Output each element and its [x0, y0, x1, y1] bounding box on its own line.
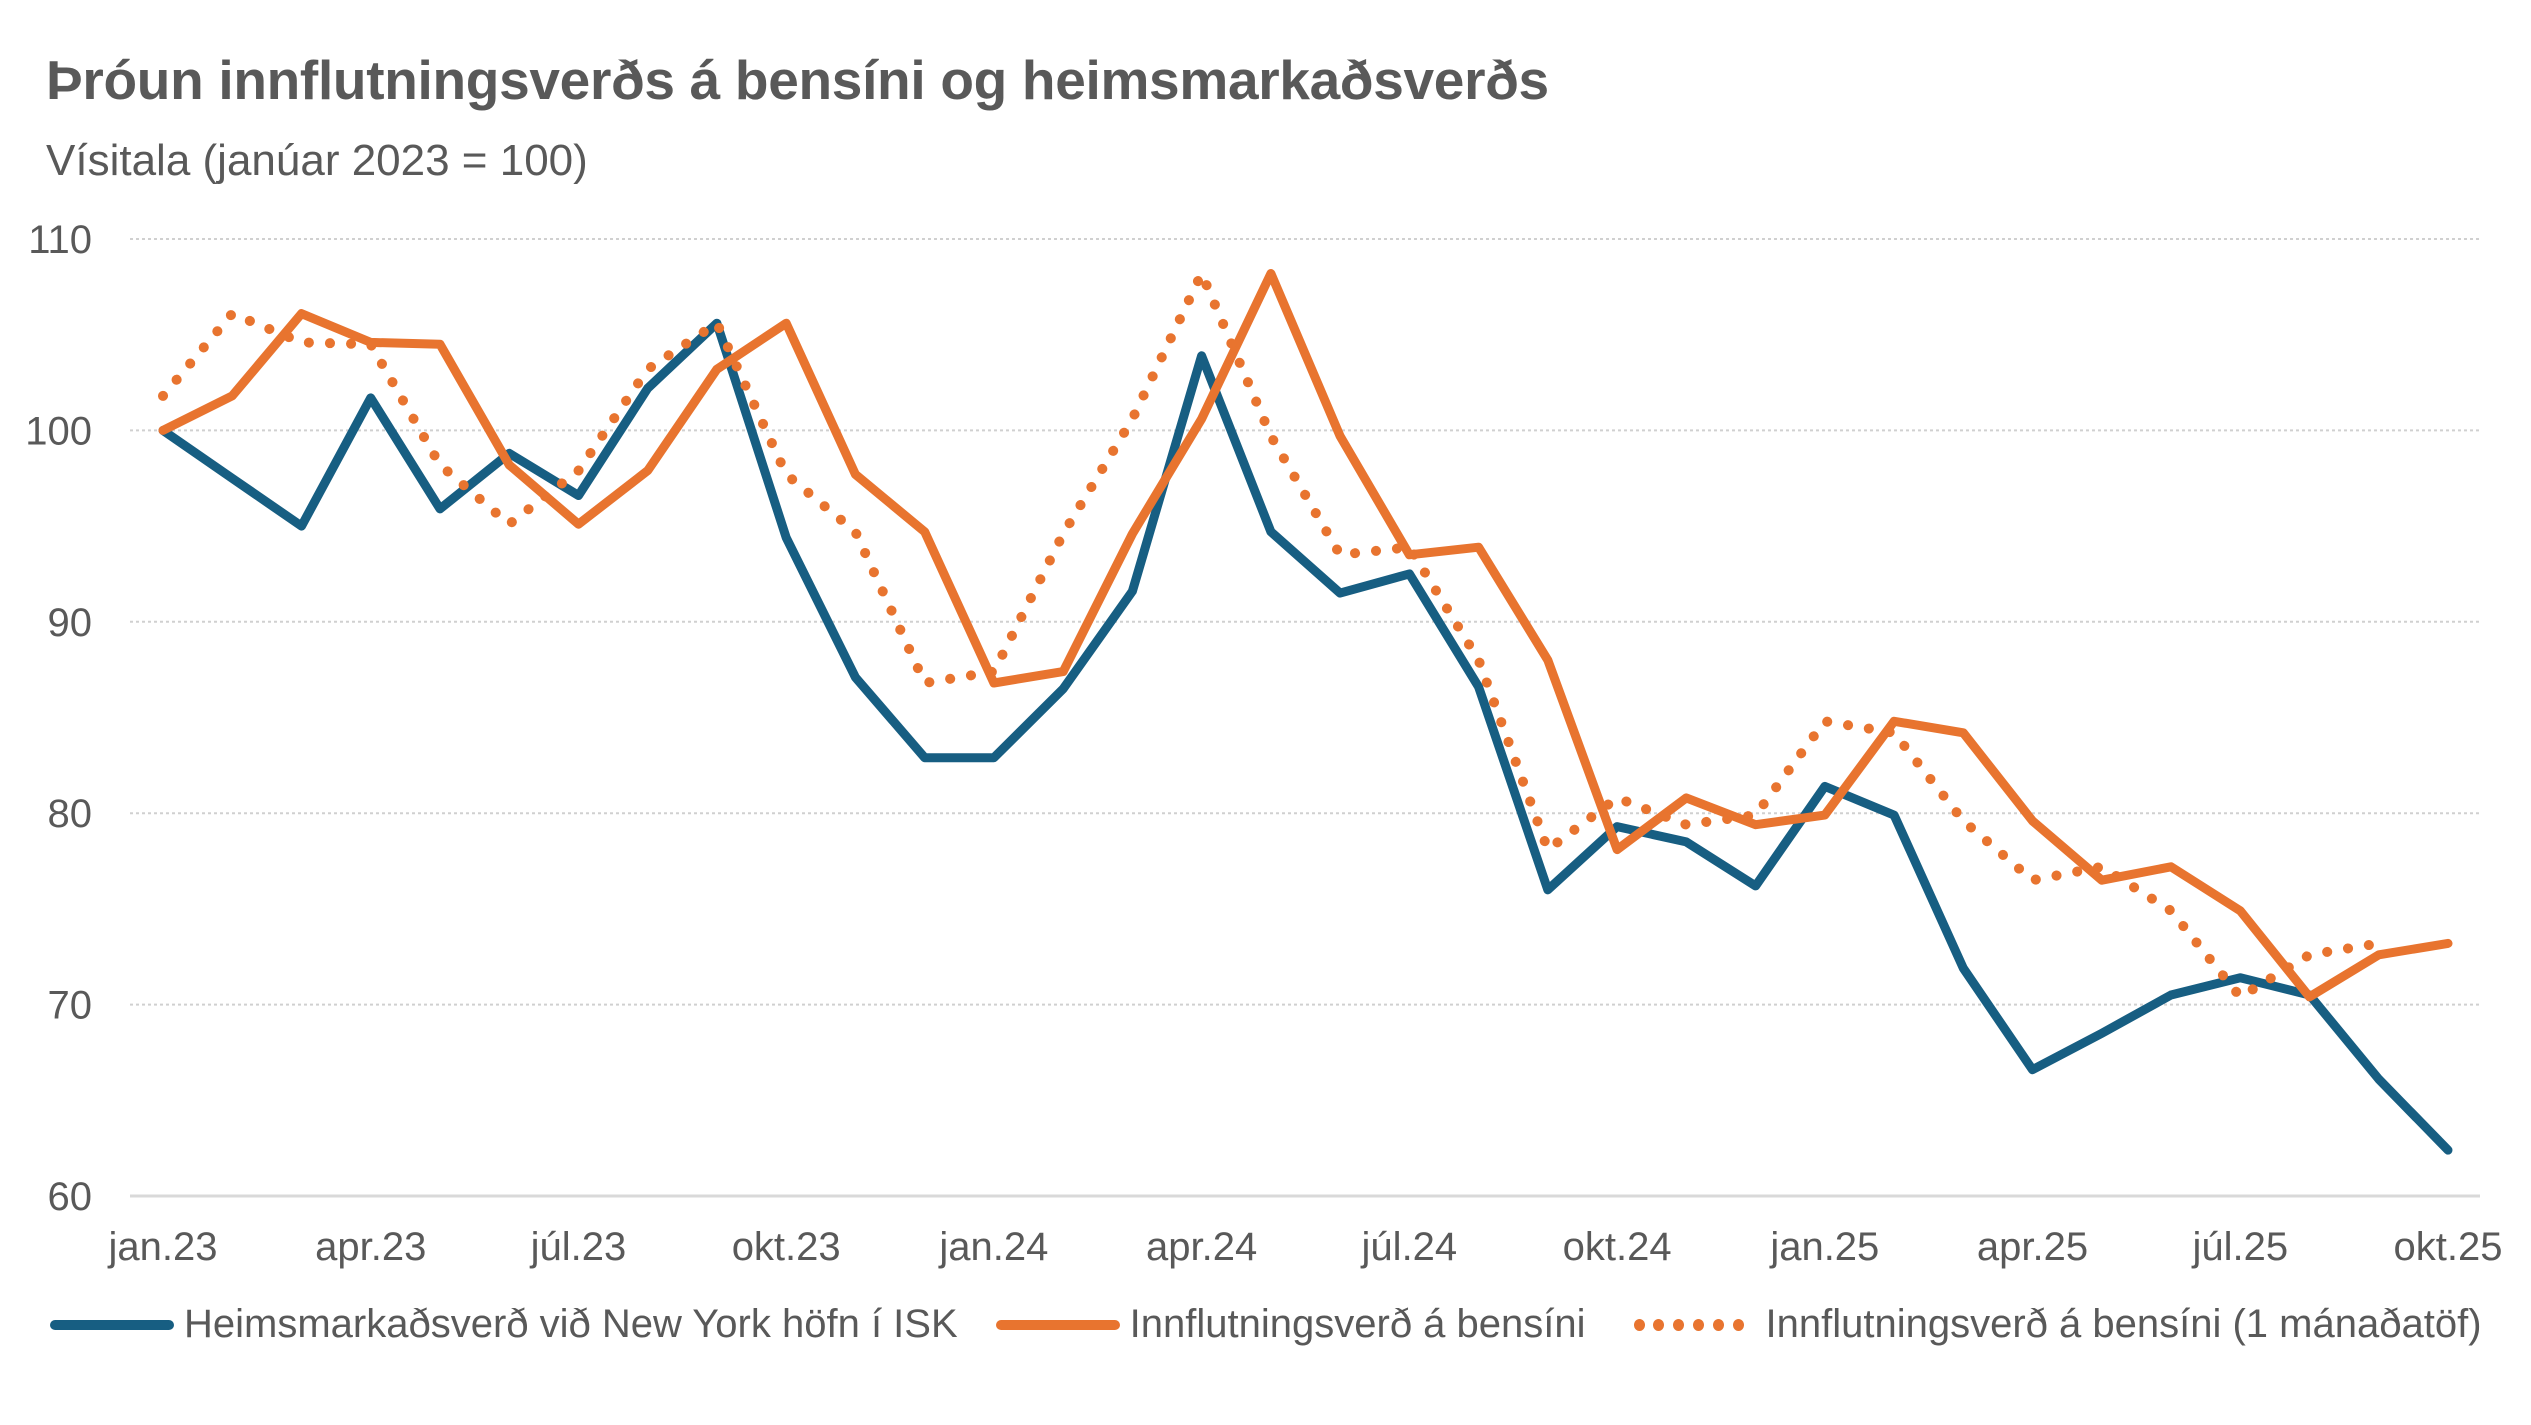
y-tick-label: 70: [48, 984, 93, 1028]
legend-label: Innflutningsverð á bensíni: [1129, 1302, 1586, 1346]
y-tick-label: 90: [48, 601, 93, 645]
legend-item-import-price: Innflutningsverð á bensíni: [995, 1302, 1586, 1347]
legend-item-world-price: Heimsmarkaðsverð við New York höfn í ISK: [50, 1302, 958, 1347]
x-tick-label: jan.25: [1769, 1225, 1879, 1269]
x-tick-label: okt.25: [2394, 1225, 2503, 1269]
x-tick-label: jan.24: [938, 1225, 1048, 1269]
y-tick-label: 60: [48, 1175, 93, 1219]
x-tick-label: apr.25: [1977, 1225, 2088, 1269]
legend-label: Innflutningsverð á bensíni (1 mánaðatöf): [1765, 1302, 2482, 1346]
x-tick-label: okt.24: [1563, 1225, 1672, 1269]
x-tick-label: júl.23: [530, 1225, 627, 1269]
series-line-0: [158, 318, 2453, 1155]
series-line-2: [158, 268, 2384, 1002]
y-tick-label: 110: [28, 218, 92, 262]
chart-title: Þróun innflutningsverðs á bensíni og hei…: [46, 49, 1549, 111]
y-tick-label: 100: [25, 409, 92, 453]
x-tick-label: jan.23: [108, 1225, 218, 1269]
series-lines: [158, 268, 2453, 1155]
x-tick-label: júl.24: [1361, 1225, 1458, 1269]
legend: Heimsmarkaðsverð við New York höfn í ISK…: [50, 1302, 2520, 1347]
legend-item-import-price-lag: Innflutningsverð á bensíni (1 mánaðatöf): [1624, 1302, 2482, 1347]
x-axis-ticks: jan.23 apr.23 júl.23 okt.23 jan.24 apr.24 júl.…: [108, 1225, 2503, 1269]
x-tick-label: okt.23: [732, 1225, 841, 1269]
x-tick-label: júl.25: [2191, 1225, 2288, 1269]
legend-swatch-solid-orange-icon: [995, 1319, 1120, 1330]
gridlines: [130, 238, 2480, 1198]
x-tick-label: apr.24: [1146, 1225, 1257, 1269]
chart-subtitle: Vísitala (janúar 2023 = 100): [46, 136, 588, 185]
legend-swatch-solid-blue-icon: [50, 1319, 174, 1330]
series-line-1: [158, 269, 2453, 1002]
y-axis-ticks: 60 70 80 90 100 110: [25, 218, 92, 1219]
x-tick-label: apr.23: [315, 1225, 426, 1269]
legend-label: Heimsmarkaðsverð við New York höfn í ISK: [184, 1302, 958, 1346]
y-tick-label: 80: [48, 792, 93, 836]
legend-swatch-dotted-orange-icon: [1633, 1318, 1744, 1331]
